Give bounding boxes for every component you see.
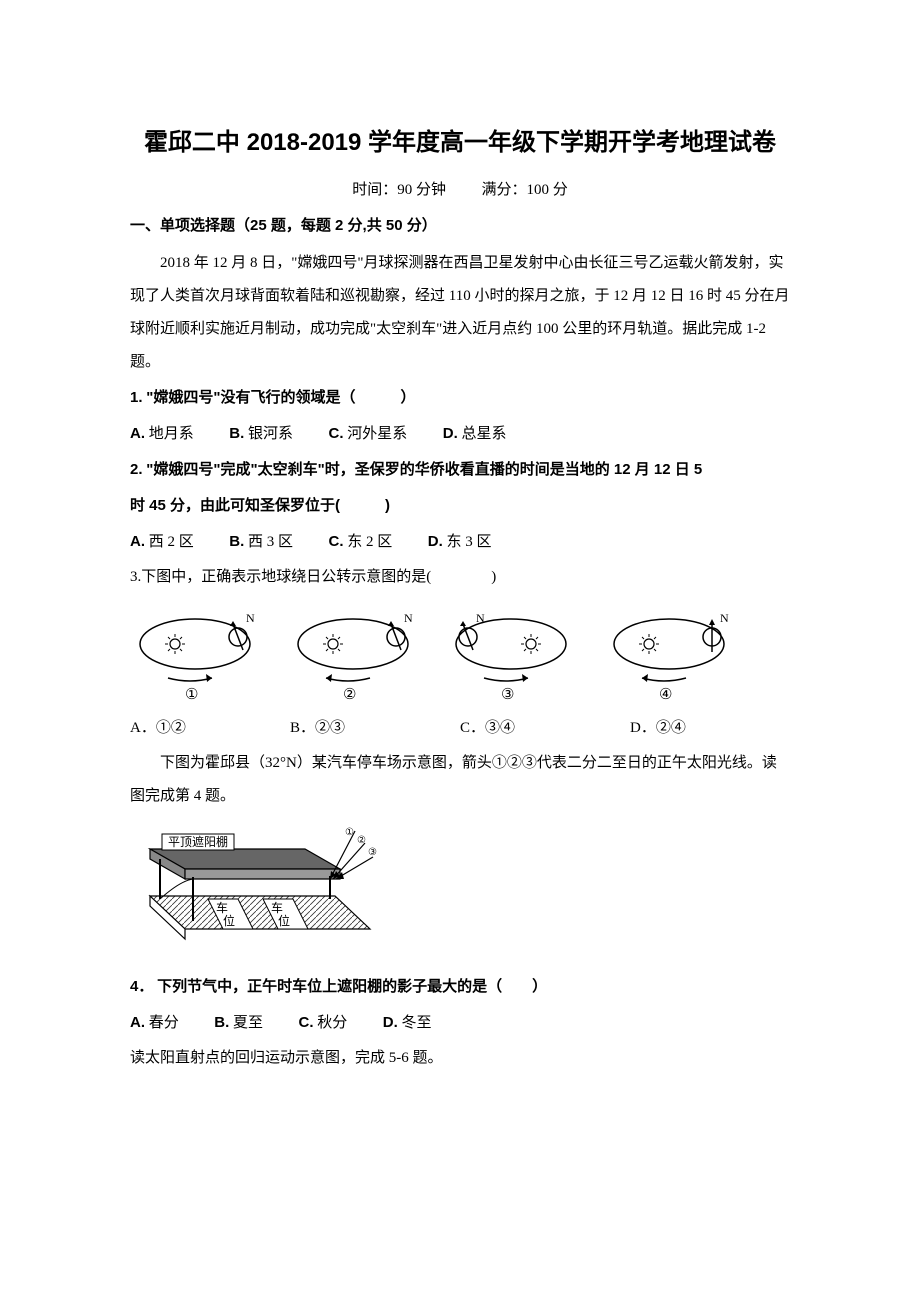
q4-b-label: B. (214, 1014, 229, 1031)
q3-c: C．③④ (460, 712, 630, 745)
q2-b-text: 西 3 区 (248, 534, 293, 550)
q4-c-text: 秋分 (317, 1015, 347, 1031)
q1-b-text: 银河系 (248, 426, 293, 442)
orbit-label-3: ③ (501, 687, 514, 703)
q2-c-text: 东 2 区 (347, 534, 392, 550)
q2-d-text: 东 3 区 (447, 534, 492, 550)
spot2-label-2: 位 (278, 913, 290, 928)
q2-c-label: C. (329, 533, 344, 550)
question-1: 1. "嫦娥四号"没有飞行的领域是（ ） (130, 381, 790, 415)
q56-intro: 读太阳直射点的回归运动示意图，完成 5-6 题。 (130, 1042, 790, 1075)
q2-a-label: A. (130, 533, 145, 550)
north-label: N (476, 611, 485, 625)
q4-b-text: 夏至 (233, 1015, 263, 1031)
q3-b: B．②③ (290, 712, 460, 745)
question-2-cont: 时 45 分，由此可知圣保罗位于( ) (130, 489, 790, 523)
question-3: 3.下图中，正确表示地球绕日公转示意图的是( ) (130, 561, 790, 594)
orbit-label-2: ② (343, 687, 356, 703)
ray-2: ② (357, 835, 366, 846)
q4-a-text: 春分 (149, 1015, 179, 1031)
q1-c-text: 河外星系 (347, 426, 407, 442)
q1-number: 1. (130, 389, 143, 406)
q1-options: A. 地月系 B. 银河系 C. 河外星系 D. 总星系 (130, 417, 790, 451)
q2-number: 2. (130, 461, 143, 478)
parking-diagram: 平顶遮阳棚 车 位 车 位 ① ② ③ (130, 821, 790, 962)
q4-number: 4． (130, 978, 153, 995)
q1-d-text: 总星系 (462, 426, 507, 442)
q1-c-label: C. (329, 425, 344, 442)
orbit-label-4: ④ (659, 687, 672, 703)
orbit-diagram-3: N ③ (446, 604, 586, 704)
orbit-diagram-1: N ① (130, 604, 270, 704)
q4-a-label: A. (130, 1014, 145, 1031)
roof-label: 平顶遮阳棚 (168, 834, 228, 849)
exam-title: 霍邱二中 2018-2019 学年度高一年级下学期开学考地理试卷 (130, 120, 790, 166)
orbit-diagrams: N ① N ② N (130, 604, 790, 704)
question-2: 2. "嫦娥四号"完成"太空刹车"时，圣保罗的华侨收看直播的时间是当地的 12 … (130, 453, 790, 487)
orbit-diagram-4: N ④ (604, 604, 744, 704)
q1-d-label: D. (443, 425, 458, 442)
q1-a-text: 地月系 (149, 426, 194, 442)
q1-a-label: A. (130, 425, 145, 442)
q3-a: A．①② (130, 712, 290, 745)
north-label: N (404, 611, 413, 625)
q4-d-text: 冬至 (402, 1015, 432, 1031)
question-4: 4． 下列节气中，正午时车位上遮阳棚的影子最大的是（ ） (130, 970, 790, 1004)
q1-b-label: B. (229, 425, 244, 442)
q2-b-label: B. (229, 533, 244, 550)
q3-options: A．①② B．②③ C．③④ D．②④ (130, 712, 790, 745)
q4-text: 下列节气中，正午时车位上遮阳棚的影子最大的是（ ） (157, 978, 547, 995)
q4-options: A. 春分 B. 夏至 C. 秋分 D. 冬至 (130, 1006, 790, 1040)
intro-q4: 下图为霍邱县（32°N）某汽车停车场示意图，箭头①②③代表二分二至日的正午太阳光… (130, 747, 790, 813)
q2-options: A. 西 2 区 B. 西 3 区 C. 东 2 区 D. 东 3 区 (130, 525, 790, 559)
q2-text2: 时 45 分，由此可知圣保罗位于( ) (130, 497, 390, 514)
north-label: N (246, 611, 255, 625)
q2-a-text: 西 2 区 (149, 534, 194, 550)
spot1-label-1: 车 (216, 900, 228, 915)
score-label: 满分：100 分 (482, 182, 568, 198)
north-label: N (720, 611, 729, 625)
q1-text: "嫦娥四号"没有飞行的领域是（ ） (146, 389, 415, 406)
q2-d-label: D. (428, 533, 443, 550)
section-1-header: 一、单项选择题（25 题，每题 2 分,共 50 分） (130, 212, 790, 241)
exam-subtitle: 时间：90 分钟 满分：100 分 (130, 176, 790, 205)
q2-text1: "嫦娥四号"完成"太空刹车"时，圣保罗的华侨收看直播的时间是当地的 12 月 1… (146, 461, 702, 478)
q3-d: D．②④ (630, 712, 686, 745)
spot2-label-1: 车 (271, 900, 283, 915)
ray-3: ③ (368, 847, 377, 858)
orbit-label-1: ① (185, 687, 198, 703)
ray-1: ① (345, 827, 354, 838)
intro-paragraph: 2018 年 12 月 8 日，"嫦娥四号"月球探测器在西昌卫星发射中心由长征三… (130, 247, 790, 379)
time-label: 时间：90 分钟 (352, 182, 446, 198)
orbit-diagram-2: N ② (288, 604, 428, 704)
spot1-label-2: 位 (223, 913, 235, 928)
q4-c-label: C. (299, 1014, 314, 1031)
q4-d-label: D. (383, 1014, 398, 1031)
